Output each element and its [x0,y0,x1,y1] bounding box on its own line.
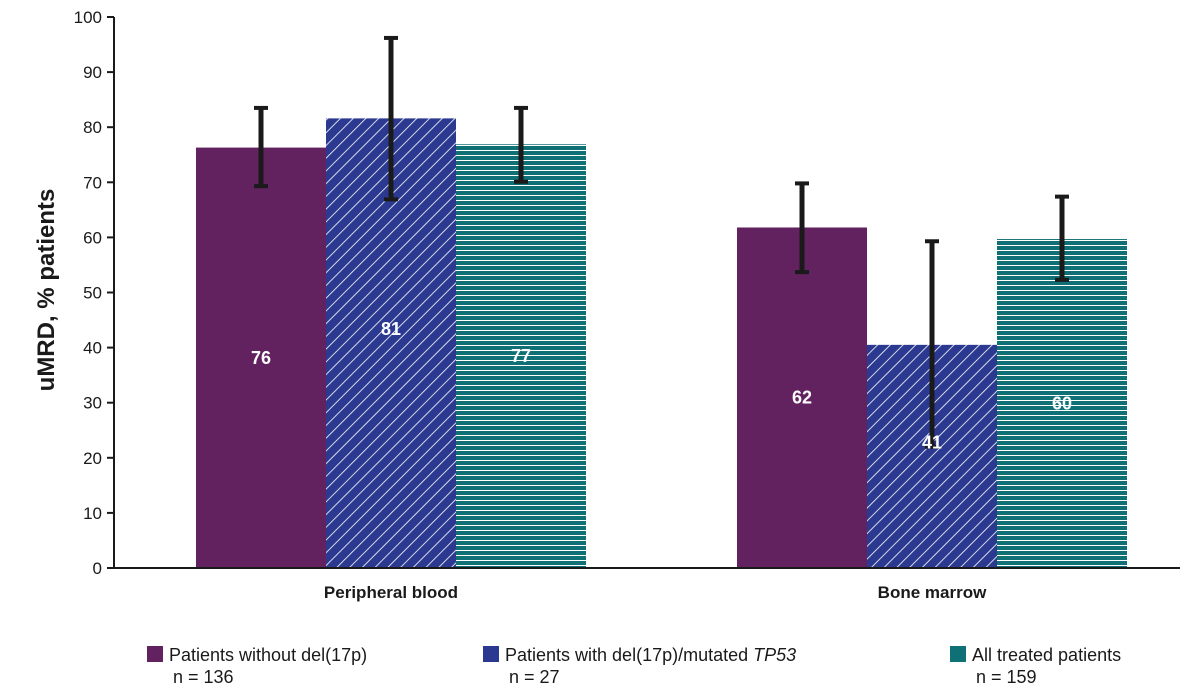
bar-value-label: 62 [792,388,812,408]
bar-value-labels: 76 62 81 41 77 60 [251,319,1072,452]
legend-item-with-del17p: Patients with del(17p)/mutated TP53 n = … [483,644,796,688]
bar-value-label: 77 [511,346,531,366]
bar-value-label: 76 [251,348,271,368]
umrd-bar-chart: 0 10 20 30 40 50 60 70 80 90 100 76 62 81 41 77 60 Peri… [33,8,1180,602]
y-axis-title: uMRD, % patients [33,189,60,392]
legend-label: All treated patients [972,645,1122,665]
bar-value-label: 41 [922,432,942,452]
legend-label: Patients with del(17p)/mutated [505,645,754,665]
legend-label: Patients without del(17p) [169,645,368,665]
y-tick-label: 40 [83,339,102,358]
bar-value-label: 60 [1052,394,1072,414]
y-axis: 0 10 20 30 40 50 60 70 80 90 100 [74,8,115,578]
bars [196,118,1127,569]
legend-item-without-del17p: Patients without del(17p) n = 136 [147,644,367,688]
y-tick-label: 100 [74,8,102,27]
legend-swatch-purple [147,646,163,662]
x-category-label: Bone marrow [878,583,987,602]
y-tick-label: 50 [83,284,102,303]
x-axis: Peripheral blood Bone marrow [114,567,1180,602]
y-tick-label: 0 [93,559,102,578]
legend-swatch-blue [483,646,499,662]
legend-n-label: n = 159 [976,667,1037,687]
y-tick-label: 70 [83,173,102,192]
legend-swatch-teal [950,646,966,662]
legend-item-all-treated: All treated patients n = 159 [950,644,1121,688]
legend-label-gene: TP53 [753,645,797,665]
bar [997,239,1127,569]
y-tick-label: 60 [83,228,102,247]
x-category-label: Peripheral blood [324,583,458,602]
legend: Patients without del(17p) n = 136 Patien… [0,644,1193,694]
legend-n-label: n = 136 [173,667,234,687]
bar [456,144,586,568]
error-bars [254,35,1069,449]
bar [196,147,326,568]
bar [737,227,867,568]
y-tick-label: 20 [83,449,102,468]
y-tick-label: 80 [83,118,102,137]
y-tick-label: 30 [83,394,102,413]
y-tick-label: 90 [83,63,102,82]
legend-n-label: n = 27 [509,667,560,687]
bar-value-label: 81 [381,319,401,339]
y-tick-label: 10 [83,504,102,523]
